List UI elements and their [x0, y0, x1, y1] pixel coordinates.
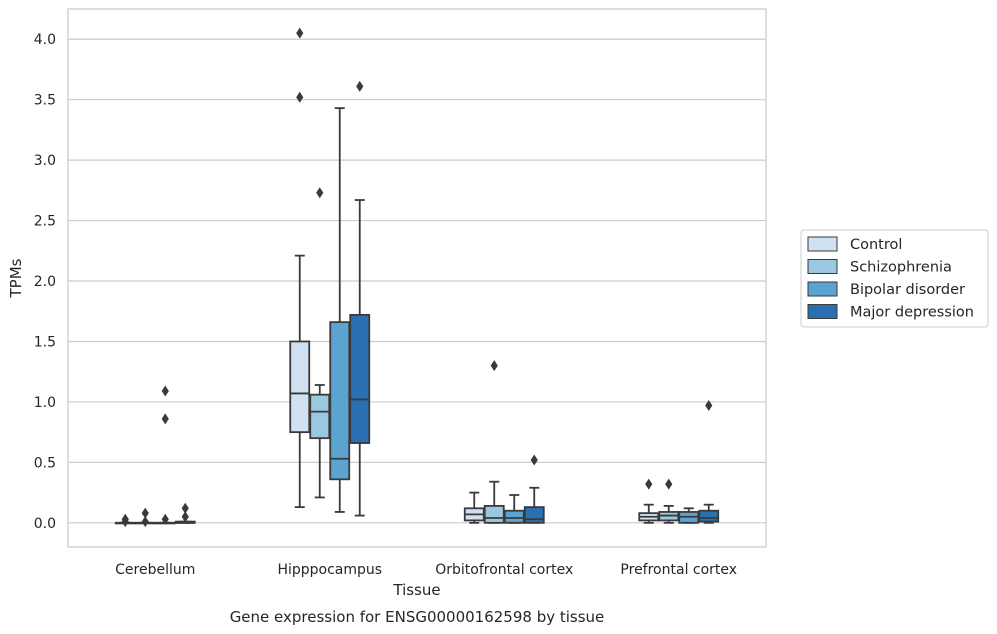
- y-axis-ticks: 0.0 0.5 1.0 1.5 2.0 2.5 3.0 3.5 4.0: [34, 32, 56, 532]
- box-group: [523, 454, 545, 524]
- y-tick-label: 3.5: [34, 93, 56, 109]
- outlier-point: [490, 360, 498, 372]
- y-tick-label: 1.0: [34, 395, 56, 411]
- outlier-point: [161, 413, 169, 425]
- x-tick-label: Orbitofrontal cortex: [435, 562, 573, 578]
- box: [698, 509, 720, 523]
- y-tick-label: 2.5: [34, 214, 56, 230]
- x-axis-title: Tissue: [392, 581, 440, 599]
- outlier-point: [530, 454, 538, 466]
- legend-label: Control: [850, 237, 902, 253]
- box-group: [503, 494, 525, 524]
- y-tick-label: 0.0: [34, 516, 56, 532]
- outlier-point: [316, 187, 324, 199]
- box-group: [658, 478, 680, 524]
- box-group: [174, 502, 196, 524]
- outlier-point: [296, 91, 304, 103]
- outlier-point: [645, 478, 653, 490]
- legend-label: Schizophrenia: [850, 260, 952, 276]
- outlier-point: [665, 478, 673, 490]
- legend-swatch: [807, 236, 838, 252]
- y-tick-label: 0.5: [34, 455, 56, 471]
- y-tick-label: 1.5: [34, 334, 56, 350]
- legend-label: Major depression: [850, 305, 974, 321]
- box: [309, 393, 331, 440]
- x-axis-ticks: Cerebellum Hipppocampus Orbitofrontal cort…: [115, 562, 737, 578]
- legend-swatch: [807, 259, 838, 274]
- box-group: [114, 513, 136, 528]
- plot-area-frame: [67, 8, 767, 548]
- box: [523, 506, 545, 524]
- legend-label: Bipolar disorder: [850, 282, 965, 298]
- y-axis-title: TPMs: [7, 258, 25, 298]
- x-tick-label: Hipppocampus: [277, 562, 382, 578]
- x-tick-label: Prefrontal cortex: [620, 562, 737, 578]
- outlier-point: [141, 516, 149, 528]
- box-group: [134, 507, 156, 528]
- legend-swatch: [807, 304, 838, 319]
- outlier-point: [161, 513, 169, 525]
- outlier-point: [356, 80, 364, 92]
- box-group: [349, 80, 371, 517]
- outlier-point: [181, 502, 189, 514]
- box: [349, 313, 371, 444]
- box-group: [698, 400, 720, 524]
- chart-caption: Gene expression for ENSG00000162598 by t…: [230, 608, 605, 626]
- x-tick-label: Cerebellum: [115, 562, 195, 578]
- box: [483, 504, 505, 524]
- legend-frame: [800, 229, 989, 328]
- box-group: [678, 507, 700, 524]
- box: [289, 340, 311, 434]
- gridlines: [68, 38, 766, 524]
- outlier-point: [181, 511, 189, 523]
- boxes: [114, 27, 720, 528]
- outlier-point: [705, 400, 713, 412]
- box-group: [483, 360, 505, 524]
- box-group: [329, 107, 351, 513]
- y-tick-label: 2.0: [34, 274, 56, 290]
- y-tick-label: 4.0: [34, 32, 56, 48]
- box-group: [309, 187, 331, 499]
- box-group: [638, 478, 660, 524]
- y-tick-label: 3.0: [34, 153, 56, 169]
- box-group: [463, 491, 485, 524]
- box-group: [289, 27, 311, 509]
- outlier-point: [161, 385, 169, 397]
- box: [503, 509, 525, 524]
- outlier-point: [296, 27, 304, 39]
- box-group: [154, 385, 176, 525]
- legend: Control Schizophrenia Bipolar disorder Majo…: [800, 229, 989, 328]
- box: [329, 321, 351, 481]
- legend-swatch: [807, 281, 838, 297]
- outlier-point: [121, 516, 129, 528]
- outlier-point: [141, 507, 149, 519]
